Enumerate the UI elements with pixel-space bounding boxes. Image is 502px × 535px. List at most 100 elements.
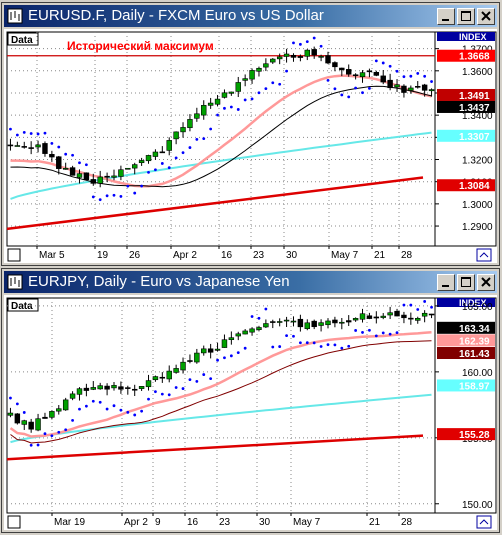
candle[interactable] bbox=[270, 319, 276, 329]
candle[interactable] bbox=[207, 97, 214, 109]
candle[interactable] bbox=[104, 383, 110, 396]
candle[interactable] bbox=[159, 146, 166, 154]
candle[interactable] bbox=[97, 170, 103, 188]
candle[interactable] bbox=[415, 316, 421, 324]
candle[interactable] bbox=[352, 73, 359, 80]
candle[interactable] bbox=[318, 54, 324, 62]
candle[interactable] bbox=[159, 372, 166, 383]
candle[interactable] bbox=[221, 334, 228, 348]
candle[interactable] bbox=[90, 381, 97, 391]
candle[interactable] bbox=[118, 165, 124, 181]
candle[interactable] bbox=[214, 95, 221, 107]
candle[interactable] bbox=[373, 70, 380, 77]
candle[interactable] bbox=[90, 173, 97, 186]
candle[interactable] bbox=[152, 149, 159, 160]
chart-settings-button[interactable] bbox=[476, 248, 492, 262]
candle[interactable] bbox=[318, 319, 324, 332]
candle[interactable] bbox=[14, 141, 21, 147]
candle[interactable] bbox=[332, 61, 338, 72]
candle[interactable] bbox=[387, 73, 393, 91]
candle[interactable] bbox=[49, 150, 55, 162]
candle[interactable] bbox=[421, 83, 428, 97]
candle[interactable] bbox=[242, 329, 248, 335]
candle[interactable] bbox=[283, 316, 290, 328]
candle[interactable] bbox=[339, 67, 345, 77]
candle[interactable] bbox=[325, 318, 331, 329]
candle[interactable] bbox=[394, 79, 400, 92]
candle[interactable] bbox=[408, 312, 414, 325]
candle[interactable] bbox=[62, 397, 69, 411]
scroll-left-button[interactable] bbox=[7, 248, 21, 262]
candle[interactable] bbox=[173, 131, 179, 145]
close-button[interactable] bbox=[477, 274, 495, 291]
scroll-left-button[interactable] bbox=[7, 515, 21, 529]
candle[interactable] bbox=[387, 306, 393, 320]
candle[interactable] bbox=[325, 51, 331, 65]
candle[interactable] bbox=[7, 407, 14, 418]
candle[interactable] bbox=[138, 386, 145, 391]
candle[interactable] bbox=[166, 137, 172, 156]
candle[interactable] bbox=[180, 122, 186, 138]
candle[interactable] bbox=[201, 345, 207, 356]
candle[interactable] bbox=[125, 167, 131, 170]
candle[interactable] bbox=[428, 88, 435, 97]
candle[interactable] bbox=[69, 391, 76, 401]
candle[interactable] bbox=[276, 318, 283, 327]
candle[interactable] bbox=[207, 343, 214, 359]
candle[interactable] bbox=[304, 319, 311, 331]
candle[interactable] bbox=[62, 162, 69, 170]
candle[interactable] bbox=[380, 313, 386, 320]
candle[interactable] bbox=[304, 49, 311, 61]
candle[interactable] bbox=[56, 155, 62, 175]
candle[interactable] bbox=[166, 365, 172, 383]
candle[interactable] bbox=[28, 418, 34, 433]
candle[interactable] bbox=[401, 311, 407, 324]
candle[interactable] bbox=[118, 381, 124, 394]
candle[interactable] bbox=[49, 410, 55, 420]
minimize-button[interactable] bbox=[437, 8, 455, 25]
candle[interactable] bbox=[187, 354, 193, 364]
candle[interactable] bbox=[35, 140, 41, 153]
candle[interactable] bbox=[111, 381, 117, 391]
data-tab[interactable]: Data bbox=[7, 32, 39, 46]
candle[interactable] bbox=[408, 85, 414, 94]
candle[interactable] bbox=[145, 154, 152, 164]
candle[interactable] bbox=[415, 81, 421, 89]
chart-settings-button[interactable] bbox=[476, 515, 492, 529]
close-button[interactable] bbox=[477, 8, 495, 25]
candle[interactable] bbox=[270, 58, 276, 64]
candle[interactable] bbox=[332, 316, 338, 328]
candle[interactable] bbox=[42, 141, 48, 157]
candle[interactable] bbox=[125, 385, 131, 395]
candle[interactable] bbox=[290, 53, 297, 62]
candle[interactable] bbox=[366, 68, 373, 78]
candle[interactable] bbox=[76, 387, 83, 401]
candle[interactable] bbox=[297, 314, 304, 332]
title-bar[interactable]: EURJPY, Daily - Euro vs Japanese Yen bbox=[4, 271, 497, 293]
candle[interactable] bbox=[76, 169, 83, 184]
candle[interactable] bbox=[394, 308, 400, 317]
candle[interactable] bbox=[359, 308, 366, 323]
candle[interactable] bbox=[297, 54, 304, 62]
candle[interactable] bbox=[131, 162, 138, 175]
candle[interactable] bbox=[145, 374, 152, 391]
candle[interactable] bbox=[401, 84, 407, 98]
maximize-button[interactable] bbox=[457, 274, 475, 291]
candle[interactable] bbox=[152, 375, 159, 382]
minimize-button[interactable] bbox=[437, 274, 455, 291]
candle[interactable] bbox=[339, 317, 345, 330]
candle[interactable] bbox=[311, 319, 317, 330]
candle[interactable] bbox=[97, 382, 103, 390]
eurusd-chart[interactable]: DataINDEX1.37001.36001.35001.34001.33001… bbox=[4, 29, 497, 263]
candle[interactable] bbox=[263, 58, 269, 72]
candle[interactable] bbox=[311, 46, 317, 59]
title-bar[interactable]: EURUSD.F, Daily - FXCM Euro vs US Dollar bbox=[4, 5, 497, 27]
candle[interactable] bbox=[14, 413, 21, 425]
candle[interactable] bbox=[263, 319, 269, 329]
candle[interactable] bbox=[249, 327, 255, 336]
candle[interactable] bbox=[28, 141, 34, 155]
candle[interactable] bbox=[276, 53, 283, 65]
candle[interactable] bbox=[228, 91, 235, 96]
candle[interactable] bbox=[373, 311, 380, 324]
